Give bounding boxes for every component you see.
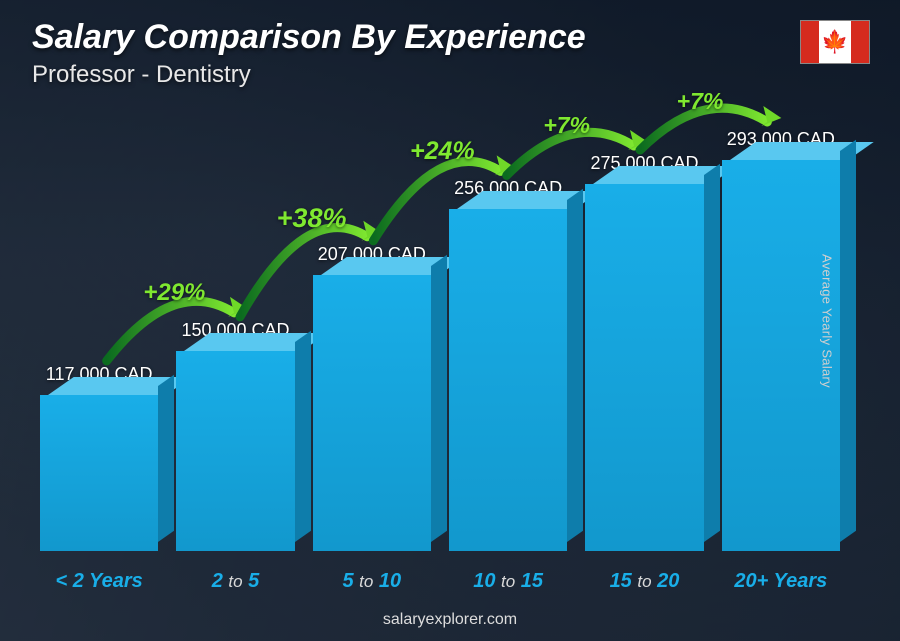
- footer-site: salaryexplorer.com: [0, 611, 900, 629]
- page-title: Salary Comparison By Experience: [32, 18, 868, 57]
- bar: [313, 275, 431, 551]
- bar: [40, 395, 158, 551]
- bar: [176, 351, 294, 551]
- header: Salary Comparison By Experience Professo…: [32, 18, 868, 89]
- bar-group: 207,000 CAD: [313, 244, 431, 551]
- bar-group: 150,000 CAD: [176, 320, 294, 551]
- country-flag-canada: 🍁: [800, 20, 870, 64]
- x-axis-label: 5 to 10: [313, 570, 431, 593]
- bar-group: 117,000 CAD: [40, 364, 158, 551]
- bar-group: 275,000 CAD: [585, 153, 703, 551]
- y-axis-label: Average Yearly Salary: [820, 254, 835, 388]
- page-subtitle: Professor - Dentistry: [32, 61, 868, 89]
- x-axis-label: 15 to 20: [585, 570, 703, 593]
- x-axis-label: 10 to 15: [449, 570, 567, 593]
- x-axis-label: 20+ Years: [722, 570, 840, 593]
- bar: [449, 209, 567, 551]
- maple-leaf-icon: 🍁: [821, 31, 848, 53]
- x-axis-label: < 2 Years: [40, 570, 158, 593]
- salary-bar-chart: 117,000 CAD150,000 CAD207,000 CAD256,000…: [40, 110, 840, 551]
- x-axis-labels: < 2 Years 2 to 5 5 to 10 10 to 15 15 to 20 20…: [40, 570, 840, 593]
- bar: [585, 184, 703, 551]
- bar-group: 256,000 CAD: [449, 178, 567, 551]
- x-axis-label: 2 to 5: [176, 570, 294, 593]
